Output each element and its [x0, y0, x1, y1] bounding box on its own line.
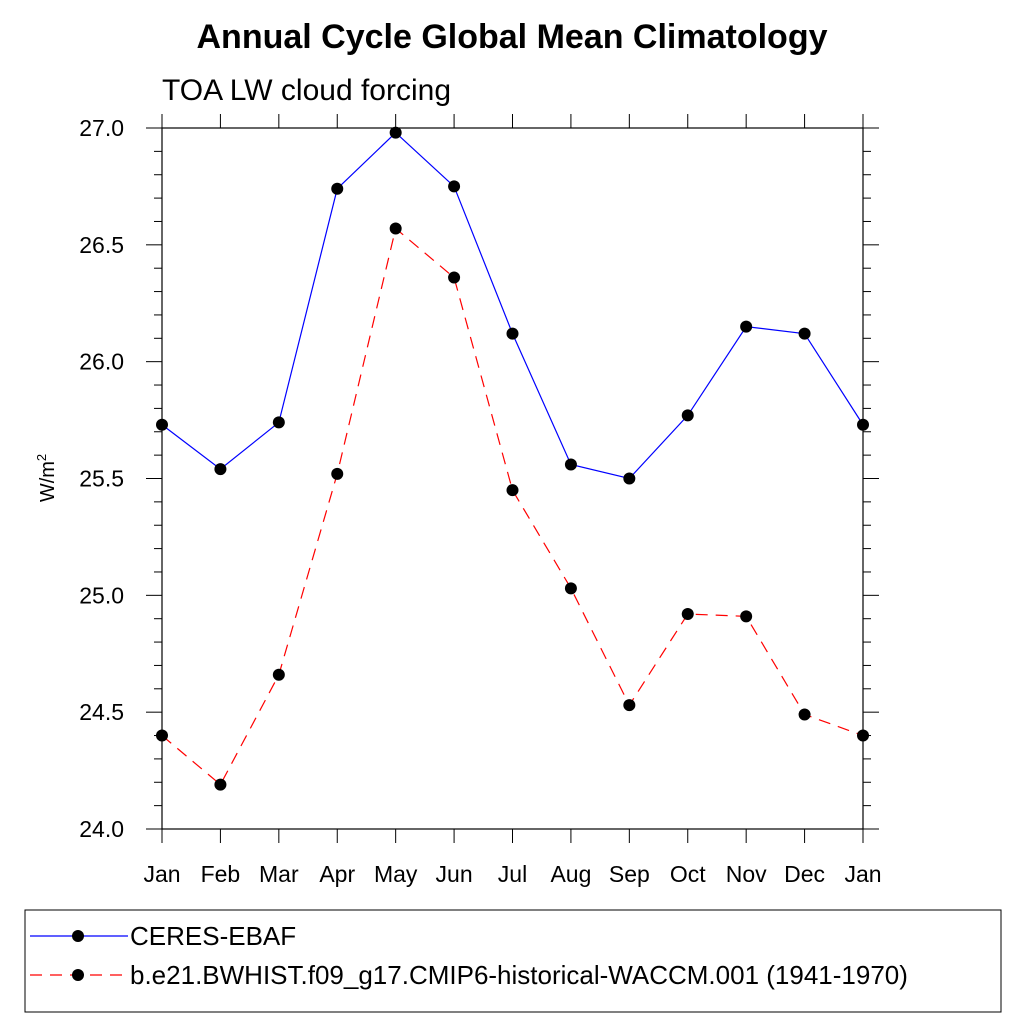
x-tick-label: Sep — [609, 861, 650, 887]
series-1-point — [857, 729, 869, 742]
series-0-point — [331, 182, 344, 195]
y-tick-label: 26.5 — [79, 232, 124, 258]
series-0-point — [389, 126, 402, 139]
y-tick-label: 25.5 — [79, 466, 124, 492]
plot-frame — [161, 127, 864, 830]
series-0-point — [681, 409, 694, 422]
x-tick-label: Feb — [201, 861, 241, 887]
series-layer — [156, 126, 869, 791]
series-1-point — [681, 608, 694, 621]
x-tick-label: Dec — [784, 861, 825, 887]
legend-label-ceres: CERES-EBAF — [130, 921, 296, 951]
y-tick-label: 24.0 — [79, 816, 124, 842]
series-0-point — [156, 418, 168, 431]
series-0-point — [564, 458, 577, 471]
x-tick-label: Nov — [726, 861, 767, 887]
y-tick-label: 27.0 — [79, 115, 124, 141]
series-1-point — [214, 778, 227, 791]
y-axis: 24.0 24.5 25.0 25.5 26.0 26.5 27.0 — [79, 115, 879, 842]
series-0-point — [740, 320, 753, 333]
series-line-0 — [161, 131, 864, 480]
series-0-point — [798, 327, 811, 340]
legend-marker-ceres — [72, 930, 84, 942]
series-0-point — [214, 463, 227, 476]
x-tick-label: Jan — [844, 861, 881, 887]
x-tick-label: Jul — [498, 861, 527, 887]
legend-label-waccm: b.e21.BWHIST.f09_g17.CMIP6-historical-WA… — [130, 960, 908, 990]
x-tick-label: Apr — [319, 861, 355, 887]
x-tick-label: Mar — [259, 861, 299, 887]
series-line-1 — [161, 227, 864, 786]
series-1-point — [156, 729, 168, 742]
series-0-point — [448, 180, 461, 193]
y-axis-label: W/m2 — [34, 454, 59, 502]
series-1-point — [389, 222, 402, 235]
series-1-point — [331, 467, 344, 480]
series-1-point — [564, 582, 577, 595]
series-0-point — [857, 418, 869, 431]
series-1-point — [506, 484, 519, 497]
x-axis: Jan Feb Mar Apr May Jun Jul Aug Sep Oct Nov Dec Jan — [143, 114, 882, 887]
series-1-point — [623, 699, 636, 712]
series-0-point — [623, 472, 636, 485]
y-axis-label-superscript: 2 — [34, 454, 49, 461]
x-tick-label: Aug — [550, 861, 591, 887]
series-1-point — [740, 610, 753, 623]
series-1-point — [798, 708, 811, 721]
y-tick-label: 25.0 — [79, 582, 124, 608]
chart-title: Annual Cycle Global Mean Climatology — [197, 18, 828, 56]
series-0-point — [272, 416, 285, 429]
y-tick-label: 24.5 — [79, 699, 124, 725]
x-tick-label: Jun — [436, 861, 473, 887]
series-1-point — [448, 271, 461, 284]
y-axis-label-text: W/m — [37, 461, 59, 502]
x-tick-label: Jan — [143, 861, 180, 887]
chart-subtitle: TOA LW cloud forcing — [162, 74, 451, 107]
legend-marker-waccm — [72, 969, 84, 981]
series-1-point — [272, 668, 285, 681]
y-tick-label: 26.0 — [79, 349, 124, 375]
legend: CERES-EBAF b.e21.BWHIST.f09_g17.CMIP6-hi… — [24, 909, 1002, 1013]
x-tick-label: May — [374, 861, 418, 887]
x-tick-label: Oct — [670, 861, 706, 887]
series-0-point — [506, 327, 519, 340]
minor-ticks — [154, 150, 871, 807]
legend-box — [24, 909, 1002, 1013]
